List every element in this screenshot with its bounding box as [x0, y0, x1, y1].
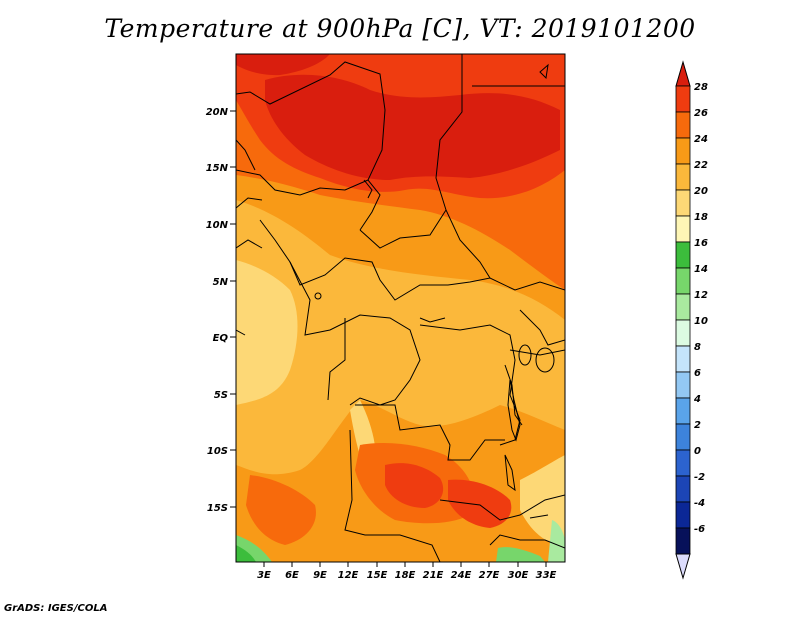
credit-footer: GrADS: IGES/COLA — [4, 603, 108, 614]
colorbar-swatch — [675, 111, 691, 139]
lat-label: 15N — [206, 163, 229, 174]
lat-axis — [230, 110, 236, 508]
colorbar-label: 16 — [694, 238, 708, 249]
colorbar-label: -6 — [694, 524, 705, 535]
chart-title: Temperature at 900hPa [C], VT: 201910120… — [104, 14, 696, 43]
colorbar-swatch — [675, 423, 691, 451]
lon-label: 15E — [367, 570, 388, 581]
lat-label: 5N — [213, 277, 229, 288]
colorbar-label: 20 — [694, 186, 708, 197]
colorbar-label: 26 — [694, 108, 708, 119]
lon-axis — [263, 562, 547, 567]
country-borders — [236, 54, 565, 562]
lat-label: 15S — [207, 503, 228, 514]
colorbar-label: 18 — [694, 212, 708, 223]
lat-label: 10S — [207, 446, 228, 457]
colorbar-label: 22 — [694, 160, 708, 171]
lon-label: 27E — [479, 570, 500, 581]
colorbar-swatch — [675, 371, 691, 399]
colorbar-label: 0 — [694, 446, 701, 457]
colorbar-swatch — [675, 241, 691, 269]
colorbar-label: 12 — [694, 290, 708, 301]
colorbar-label: 14 — [694, 264, 708, 275]
colorbar-swatch — [675, 319, 691, 347]
colorbar-swatch — [675, 163, 691, 191]
colorbar-swatch — [675, 85, 691, 113]
lon-label: 12E — [338, 570, 359, 581]
lon-label: 21E — [423, 570, 444, 581]
colorbar-swatch — [675, 475, 691, 503]
colorbar-label: 6 — [694, 368, 701, 379]
colorbar-label: 2 — [694, 420, 701, 431]
lat-label: 5S — [214, 390, 228, 401]
lat-label: EQ — [213, 333, 229, 344]
lon-label: 18E — [395, 570, 416, 581]
temperature-field — [236, 54, 565, 562]
lat-label: 10N — [206, 220, 229, 231]
colorbar-swatch — [675, 397, 691, 425]
lon-label: 30E — [508, 570, 529, 581]
colorbar-swatch — [675, 293, 691, 321]
colorbar-label: 24 — [694, 134, 708, 145]
lat-label: 20N — [206, 107, 229, 118]
lon-label: 9E — [313, 570, 327, 581]
colorbar-swatch — [675, 345, 691, 373]
colorbar-label: 8 — [694, 342, 701, 353]
colorbar-swatch — [675, 527, 691, 555]
lon-label: 6E — [285, 570, 299, 581]
colorbar-label: -4 — [694, 498, 705, 509]
colorbar-label: 4 — [693, 394, 701, 405]
colorbar-swatch — [675, 501, 691, 529]
colorbar-bottom-arrow — [675, 553, 691, 580]
colorbar-swatch — [675, 215, 691, 243]
colorbar-label: 10 — [694, 316, 708, 327]
colorbar-swatch — [675, 137, 691, 165]
colorbar-label: 28 — [694, 82, 708, 93]
colorbar-top-arrow — [675, 60, 691, 87]
colorbar-swatch — [675, 189, 691, 217]
map-frame — [235, 53, 566, 563]
lon-label: 24E — [451, 570, 472, 581]
lon-label: 33E — [536, 570, 557, 581]
colorbar-label: -2 — [694, 472, 705, 483]
colorbar-swatch — [675, 267, 691, 295]
lakes — [314, 63, 555, 519]
lon-label: 3E — [257, 570, 271, 581]
colorbar-swatch — [675, 449, 691, 477]
